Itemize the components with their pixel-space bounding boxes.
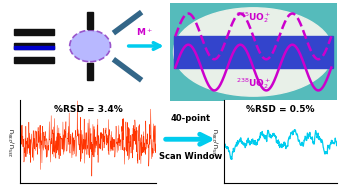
Bar: [87, 63, 93, 80]
Bar: [14, 57, 54, 63]
Bar: [14, 29, 54, 35]
Text: 40-point: 40-point: [170, 114, 210, 123]
Y-axis label: $^{235}$U/$^{238}$U: $^{235}$U/$^{238}$U: [8, 127, 18, 157]
Text: M$^+$: M$^+$: [136, 27, 153, 38]
Y-axis label: $^{235}$U/$^{238}$U: $^{235}$U/$^{238}$U: [212, 127, 222, 157]
FancyBboxPatch shape: [170, 3, 337, 101]
Ellipse shape: [70, 30, 111, 62]
Text: %RSD = 3.4%: %RSD = 3.4%: [54, 105, 123, 114]
Bar: [14, 46, 54, 49]
Text: $^{238}$UO$_2^+$: $^{238}$UO$_2^+$: [236, 77, 271, 91]
Bar: [14, 43, 54, 49]
Text: %RSD = 0.5%: %RSD = 0.5%: [246, 105, 315, 114]
Bar: [87, 12, 93, 29]
Ellipse shape: [173, 8, 333, 96]
Bar: [173, 36, 333, 68]
Text: $^{235}$UO$_2^+$: $^{235}$UO$_2^+$: [236, 10, 271, 25]
Text: Scan Window: Scan Window: [159, 152, 222, 161]
